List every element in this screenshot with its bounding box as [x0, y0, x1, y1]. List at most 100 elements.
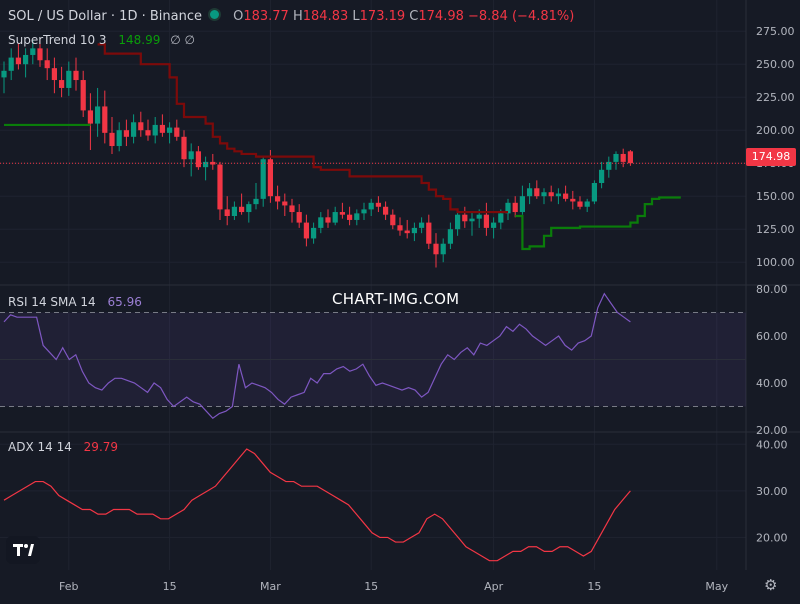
candle-57[interactable] — [411, 222, 417, 242]
candle-19[interactable] — [138, 111, 144, 137]
candle-55[interactable] — [397, 217, 403, 236]
candle-6[interactable] — [44, 48, 50, 81]
settings-gear-icon[interactable]: ⚙ — [764, 576, 778, 594]
candle-8[interactable] — [59, 66, 65, 98]
candle-33[interactable] — [239, 193, 245, 215]
candle-5[interactable] — [37, 37, 43, 67]
candle-68[interactable] — [491, 217, 497, 239]
candle-54[interactable] — [390, 209, 396, 230]
candle-16[interactable] — [116, 122, 122, 152]
candle-39[interactable] — [282, 193, 288, 216]
candle-29[interactable] — [210, 153, 216, 170]
candle-41[interactable] — [296, 204, 302, 228]
candle-84[interactable] — [606, 156, 612, 178]
adx-legend[interactable]: ADX 14 14 29.79 — [8, 440, 118, 454]
candle-9[interactable] — [66, 61, 72, 96]
candle-50[interactable] — [361, 202, 367, 220]
candle-64[interactable] — [462, 206, 468, 228]
candle-82[interactable] — [591, 180, 597, 205]
candle-35[interactable] — [253, 183, 259, 210]
candle-0[interactable] — [1, 61, 7, 94]
candle-11[interactable] — [80, 70, 86, 117]
candle-14[interactable] — [102, 90, 108, 144]
candle-7[interactable] — [51, 57, 57, 94]
candle-37[interactable] — [267, 150, 273, 203]
candle-3[interactable] — [23, 48, 29, 78]
candle-76[interactable] — [548, 185, 554, 202]
candle-4[interactable] — [30, 40, 36, 65]
supertrend-up-segment-2[interactable] — [515, 196, 681, 251]
adx-path[interactable] — [3, 448, 631, 562]
candle-31[interactable] — [224, 196, 230, 226]
candle-48[interactable] — [347, 206, 353, 226]
candle-34[interactable] — [246, 201, 252, 223]
candle-73[interactable] — [527, 183, 533, 205]
candle-74[interactable] — [534, 180, 540, 199]
candle-30[interactable] — [217, 161, 223, 220]
tradingview-logo-icon[interactable] — [6, 536, 40, 564]
candle-20[interactable] — [145, 119, 151, 141]
candle-71[interactable] — [512, 196, 518, 218]
x-axis-labels[interactable]: Feb15Mar15Apr15May15 — [59, 580, 800, 593]
candle-80[interactable] — [577, 196, 583, 210]
candle-53[interactable] — [383, 201, 389, 220]
candle-86[interactable] — [620, 148, 626, 168]
candle-65[interactable] — [469, 212, 475, 236]
candle-70[interactable] — [505, 198, 511, 220]
candle-21[interactable] — [152, 117, 158, 144]
candle-59[interactable] — [426, 214, 432, 249]
candle-49[interactable] — [354, 209, 360, 226]
candle-51[interactable] — [368, 198, 374, 216]
y-axis-labels[interactable]: 275.00250.00225.00200.00175.00150.00125.… — [756, 25, 795, 544]
candlestick-series[interactable] — [1, 37, 633, 268]
candle-83[interactable] — [599, 161, 605, 189]
candle-52[interactable] — [375, 196, 381, 213]
candle-58[interactable] — [419, 217, 425, 234]
supertrend-down-segment[interactable] — [97, 43, 508, 214]
candle-44[interactable] — [318, 212, 324, 234]
candle-12[interactable] — [87, 93, 93, 150]
candle-75[interactable] — [541, 188, 547, 205]
candle-40[interactable] — [289, 198, 295, 223]
candle-32[interactable] — [231, 201, 237, 220]
candle-85[interactable] — [613, 151, 619, 170]
candle-26[interactable] — [188, 143, 194, 177]
candle-10[interactable] — [73, 57, 79, 91]
candle-24[interactable] — [174, 119, 180, 141]
adx-line[interactable] — [3, 448, 631, 562]
candle-81[interactable] — [584, 198, 590, 213]
candle-56[interactable] — [404, 219, 410, 239]
candle-47[interactable] — [339, 202, 345, 219]
candle-18[interactable] — [131, 114, 137, 144]
candle-43[interactable] — [311, 222, 317, 244]
candle-28[interactable] — [203, 156, 209, 181]
candle-72[interactable] — [519, 185, 525, 215]
symbol-title[interactable]: SOL / US Dollar · 1D · Binance — [8, 9, 202, 24]
rsi-legend[interactable]: RSI 14 SMA 14 65.96 — [8, 295, 142, 309]
candle-25[interactable] — [181, 130, 187, 168]
candle-13[interactable] — [95, 87, 101, 137]
candle-78[interactable] — [563, 185, 569, 202]
supertrend-legend[interactable]: SuperTrend 10 3 148.99 ∅ ∅ — [8, 33, 195, 47]
candle-79[interactable] — [570, 190, 576, 210]
candle-1[interactable] — [8, 48, 14, 81]
rsi-line[interactable] — [3, 292, 631, 420]
candle-67[interactable] — [483, 202, 489, 236]
candle-38[interactable] — [275, 185, 281, 210]
candle-15[interactable] — [109, 117, 115, 154]
candle-61[interactable] — [440, 238, 446, 263]
candle-42[interactable] — [303, 214, 309, 247]
candle-46[interactable] — [332, 206, 338, 226]
candle-62[interactable] — [447, 222, 453, 249]
candle-77[interactable] — [555, 188, 561, 205]
supertrend-line[interactable] — [4, 43, 681, 251]
candle-22[interactable] — [159, 114, 165, 137]
candle-17[interactable] — [123, 119, 129, 147]
candle-45[interactable] — [325, 209, 331, 228]
candle-60[interactable] — [433, 233, 439, 268]
candle-63[interactable] — [455, 209, 461, 236]
candle-36[interactable] — [260, 156, 266, 207]
candle-27[interactable] — [195, 146, 201, 170]
candle-23[interactable] — [167, 122, 173, 144]
candle-2[interactable] — [15, 43, 21, 70]
